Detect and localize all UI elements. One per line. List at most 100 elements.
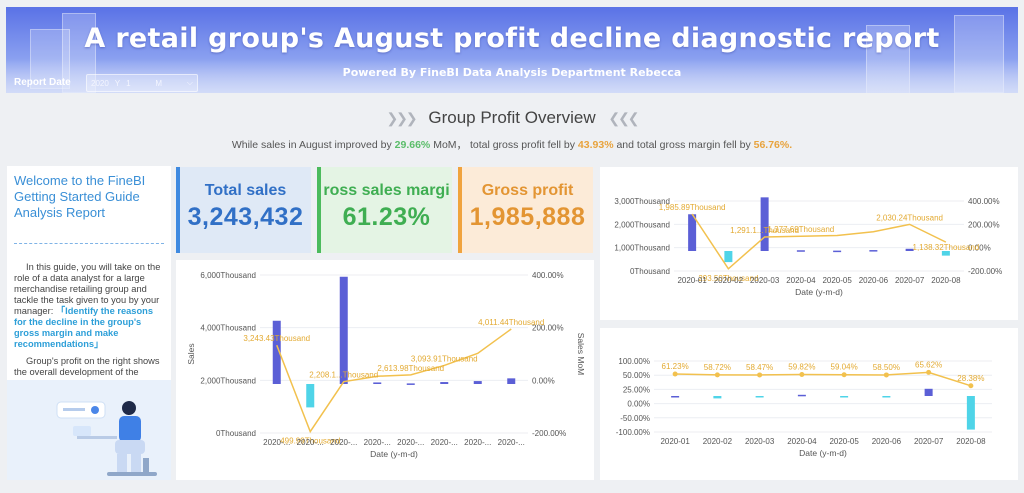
- data-label: 2,613.98Thousand: [377, 364, 444, 373]
- data-label: 4,011.44Thousand: [478, 318, 544, 327]
- x-tick-label: 2020-07: [895, 276, 925, 285]
- report-header: A retail group's August profit decline d…: [6, 7, 1018, 93]
- margin-chart[interactable]: 100.00% 50.00% 25.00% 0.00% -50.00% -100.00% 6…: [600, 328, 1018, 480]
- date-year: 2020: [91, 78, 109, 88]
- data-label: 1,377.69Thousand: [768, 225, 835, 234]
- x-tick-label: 2020-...: [364, 438, 391, 447]
- x-tick-label: 2020-04: [787, 437, 817, 446]
- chart-line: [276, 328, 512, 434]
- x-tick-label: 2020-...: [263, 438, 290, 447]
- welcome-body: In this guide, you will take on the role…: [14, 262, 166, 384]
- data-label: 3,243.43Thousand: [243, 334, 310, 343]
- kpi-value: 1,985,888: [469, 203, 586, 231]
- y2-tick-label: 0.00%: [532, 376, 555, 385]
- kpi-value: 3,243,432: [187, 203, 304, 231]
- data-label: 61.23%: [662, 362, 689, 371]
- data-label: 58.50%: [873, 363, 900, 372]
- y-tick-label: 0Thousand: [216, 429, 256, 438]
- kpi-gross-margin[interactable]: ross sales margi 61.23%: [317, 167, 452, 253]
- x-tick-label: 2020-...: [498, 438, 525, 447]
- x-tick-label: 2020-04: [786, 276, 816, 285]
- y-tick-label: 25.00%: [623, 385, 650, 394]
- line-point: [757, 372, 763, 378]
- sales-chart-panel[interactable]: 6,000Thousand 4,000Thousand 2,000Thousand 0…: [176, 260, 594, 480]
- x-tick-label: 2020-...: [464, 438, 491, 447]
- x-tick-label: 2020-05: [822, 276, 852, 285]
- kpi-label: ross sales margi: [323, 182, 450, 199]
- chart-bar: [724, 251, 733, 263]
- summary-text: MoM， total gross profit fell by: [430, 139, 578, 151]
- summary-text: While sales in August improved by: [231, 139, 395, 151]
- line-point: [883, 372, 889, 378]
- report-subtitle: Powered By FineBI Data Analysis Departme…: [342, 66, 682, 79]
- y-tick-label: 3,000Thousand: [614, 197, 670, 206]
- arrows-left-icon: ❮❮❮: [608, 110, 639, 126]
- data-label: 1,138.32Thousand: [913, 243, 980, 252]
- date-year-unit: Y: [114, 78, 121, 88]
- data-label: 3,093.91Thousand: [411, 354, 478, 363]
- x-tick-label: 2020-08: [931, 276, 961, 285]
- y-tick-label: 0Thousand: [630, 267, 670, 276]
- chart-bar: [760, 197, 769, 251]
- x-tick-label: 2020-07: [914, 437, 944, 446]
- y-tick-label: -100.00%: [616, 428, 650, 437]
- data-label: 59.82%: [788, 362, 815, 371]
- y-tick-label: 50.00%: [623, 371, 650, 380]
- line-point: [841, 372, 847, 378]
- chart-bar: [671, 396, 680, 398]
- y2-tick-label: 400.00%: [532, 271, 564, 280]
- chart-line: [691, 213, 947, 270]
- overview-title: ❯❯❯ Group Profit Overview ❮❮❮: [0, 108, 1024, 128]
- x-tick-label: 2020-...: [431, 438, 458, 447]
- date-month: 1: [126, 78, 131, 88]
- y2-tick-label: -200.00%: [532, 429, 566, 438]
- y2-tick-label: 200.00%: [532, 324, 564, 333]
- margin-chart-panel[interactable]: 100.00% 50.00% 25.00% 0.00% -50.00% -100.00% 6…: [600, 328, 1018, 480]
- chart-bar: [905, 248, 914, 251]
- summary-text: and total gross margin fell by: [613, 139, 754, 151]
- kpi-gross-profit[interactable]: Gross profit 1,985,888: [458, 167, 593, 253]
- chart-bar: [339, 276, 348, 384]
- margin-fall-value: 56.76%.: [753, 139, 793, 151]
- data-label: 2,208.1...Thousand: [309, 371, 378, 380]
- y-tick-label: 100.00%: [618, 357, 650, 366]
- x-tick-label: 2020-03: [745, 437, 775, 446]
- x-tick-label: 2020-05: [829, 437, 859, 446]
- chart-line: [675, 371, 972, 387]
- data-label: 1,291.1...Thousand: [730, 226, 799, 235]
- chart-bar: [797, 394, 806, 397]
- data-label: 59.04%: [831, 363, 858, 372]
- report-date-picker[interactable]: 2020 Y 1 M ⌵: [86, 74, 198, 92]
- chart-bar: [966, 396, 975, 430]
- chart-bar: [406, 383, 415, 385]
- chart-bar: [869, 250, 878, 252]
- date-month-unit: M: [155, 78, 163, 88]
- chevron-down-icon: ⌵: [186, 78, 193, 87]
- line-point: [926, 369, 932, 375]
- chart-bar: [688, 214, 697, 251]
- x-tick-label: 2020-02: [703, 437, 733, 446]
- data-label: 293.50Thousand: [698, 274, 758, 283]
- welcome-panel[interactable]: Welcome to the FineBI Getting Started Gu…: [7, 166, 171, 480]
- chart-bar: [833, 250, 842, 253]
- y-axis-title: Sales: [186, 343, 196, 364]
- divider: [14, 243, 164, 244]
- y-tick-label: 1,000Thousand: [614, 244, 670, 253]
- x-axis-title: Date (y-m-d): [799, 448, 847, 458]
- analyst-illustration: [7, 380, 171, 480]
- kpi-total-sales[interactable]: Total sales 3,243,432: [176, 167, 311, 253]
- x-tick-label: 2020-06: [872, 437, 902, 446]
- report-date-label: Report Date: [14, 77, 71, 88]
- x-tick-label: 2020-...: [397, 438, 424, 447]
- profit-chart-panel[interactable]: 3,000Thousand 2,000Thousand 1,000Thousand 0…: [600, 167, 1018, 320]
- y-tick-label: 0.00%: [627, 400, 650, 409]
- data-label: 2,030.24Thousand: [876, 213, 943, 222]
- profit-chart[interactable]: 3,000Thousand 2,000Thousand 1,000Thousand 0…: [600, 167, 1018, 320]
- sales-chart[interactable]: 6,000Thousand 4,000Thousand 2,000Thousand 0…: [176, 260, 594, 480]
- data-label: 499.99Thousand: [280, 437, 340, 446]
- line-point: [968, 383, 974, 389]
- data-label: 58.47%: [746, 363, 773, 372]
- chart-bar: [507, 378, 516, 384]
- data-label: 58.72%: [704, 363, 731, 372]
- arrows-right-icon: ❯❯❯: [386, 110, 417, 126]
